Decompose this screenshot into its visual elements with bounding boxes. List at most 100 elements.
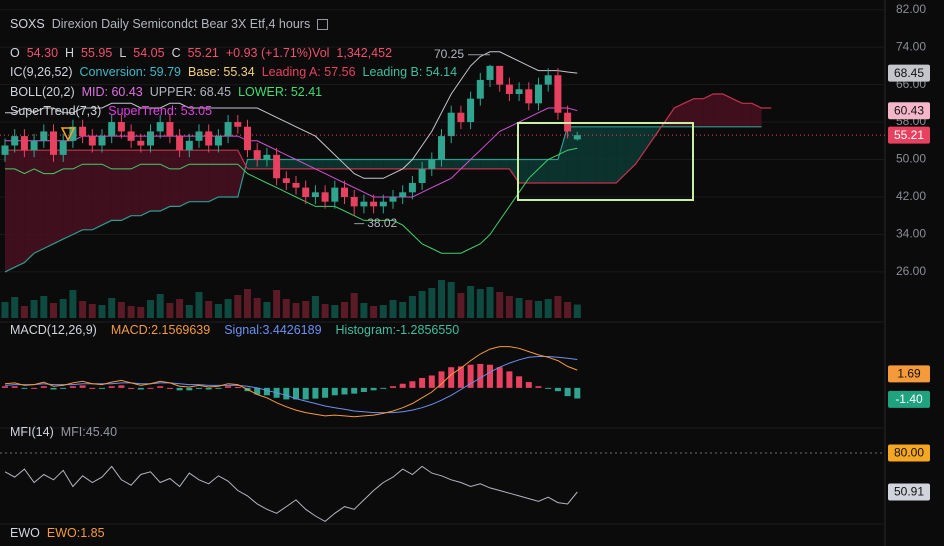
cloud <box>179 150 190 207</box>
candle-body <box>525 89 533 104</box>
cloud <box>72 150 83 235</box>
volume-bar <box>399 302 407 318</box>
candle-body <box>399 192 407 197</box>
candle-body <box>117 122 125 132</box>
candle-body <box>535 84 542 104</box>
volume-bar <box>117 302 125 318</box>
legend-row: O 54.30 H 55.95 L 54.05 C 55.21 +0.93 (+1.71%)Vo… <box>10 45 392 61</box>
price-badge <box>888 126 930 144</box>
cloud <box>315 159 326 169</box>
histogram-bar <box>487 364 493 388</box>
volume-bar <box>224 299 232 318</box>
histogram-bar <box>525 382 532 388</box>
candle-body <box>1 145 9 155</box>
histogram-bar <box>477 363 484 388</box>
histogram-bar <box>545 387 552 389</box>
cloud <box>286 159 296 169</box>
cloud <box>111 150 122 221</box>
histogram-bar <box>409 381 416 388</box>
legend-item: 54.05 <box>133 46 165 60</box>
high-annotation: 70.25 <box>434 47 464 61</box>
candle-body <box>350 196 358 207</box>
volume-bar <box>263 302 271 318</box>
volume-bar <box>40 296 48 318</box>
cloud <box>296 159 306 169</box>
legend-item: H <box>65 46 75 60</box>
candle-body <box>127 131 135 141</box>
volume-bar <box>476 289 484 318</box>
price-badge <box>888 483 930 501</box>
histogram-bar <box>108 386 115 388</box>
price-badge-label: 55.21 <box>894 128 924 142</box>
y-tick-label: 26.00 <box>896 264 926 278</box>
candle-body <box>98 136 106 146</box>
histogram-bar <box>419 377 426 388</box>
leading-a-line <box>4 126 762 273</box>
volume-bar <box>79 301 87 318</box>
cloud <box>383 159 393 169</box>
candle-body <box>244 126 251 151</box>
candle-body <box>59 140 67 155</box>
legend-item: Leading B: 54.14 <box>362 65 458 79</box>
cloud <box>732 98 743 127</box>
histogram-bar <box>438 371 445 388</box>
volume-bar <box>408 296 416 318</box>
candle-body <box>573 135 581 140</box>
candle-body <box>147 131 154 146</box>
cloud <box>528 159 539 183</box>
volume-bar <box>147 300 154 318</box>
menu-icon[interactable] <box>317 19 329 30</box>
candle-body <box>156 122 164 132</box>
candle-body <box>476 79 484 99</box>
volume-bar <box>438 280 445 318</box>
signal-line <box>4 356 578 414</box>
legend-row: MACD(12,26,9) MACD:2.1569639 Signal:3.4426… <box>10 322 459 338</box>
plot: 26.0034.0042.0050.0058.0066.0074.0082.00… <box>0 2 930 523</box>
histogram-bar <box>2 386 8 388</box>
histogram-bar <box>293 387 299 400</box>
volume-bar <box>50 303 57 318</box>
histogram-bar <box>448 367 455 388</box>
histogram-bar <box>399 383 406 388</box>
volume-bar <box>525 300 533 318</box>
cloud <box>5 150 15 272</box>
cloud <box>325 159 335 169</box>
candle-body <box>505 84 513 94</box>
candle-body <box>438 136 445 160</box>
legend-item: EWO:1.85 <box>46 526 105 540</box>
boll-lower <box>5 147 578 254</box>
histogram-bar <box>225 386 232 388</box>
symbol: SOXS <box>10 17 45 31</box>
cloud <box>344 159 355 169</box>
cloud <box>24 150 35 263</box>
y-tick-label: 34.00 <box>896 227 926 241</box>
histogram-bar <box>147 387 154 389</box>
candle-body <box>496 65 504 85</box>
candle-body <box>370 201 378 207</box>
cloud <box>587 126 597 183</box>
legend-item: L <box>119 46 127 60</box>
volume-bar <box>418 291 426 318</box>
histogram-bar <box>31 387 38 389</box>
cloud <box>373 159 384 169</box>
volume-bar <box>544 299 552 318</box>
candle-body <box>185 140 193 151</box>
candle-body <box>341 187 348 197</box>
legend-item: SuperTrend: 53.05 <box>108 104 213 118</box>
cloud <box>596 126 607 183</box>
volume-bar <box>30 300 38 318</box>
cloud <box>538 159 549 183</box>
candle-body <box>408 182 416 193</box>
cloud <box>499 159 510 169</box>
cloud <box>189 150 199 202</box>
legend-item: Histogram:-1.2856550 <box>335 323 460 337</box>
candle-body <box>40 131 48 141</box>
y-tick-label: 74.00 <box>896 39 926 53</box>
candle-body <box>302 187 310 197</box>
cloud <box>441 159 452 169</box>
candle-body <box>234 122 242 127</box>
candle-body <box>11 136 19 146</box>
cloud <box>257 159 267 169</box>
legend-item: C <box>171 46 181 60</box>
volume-bar <box>379 305 387 318</box>
